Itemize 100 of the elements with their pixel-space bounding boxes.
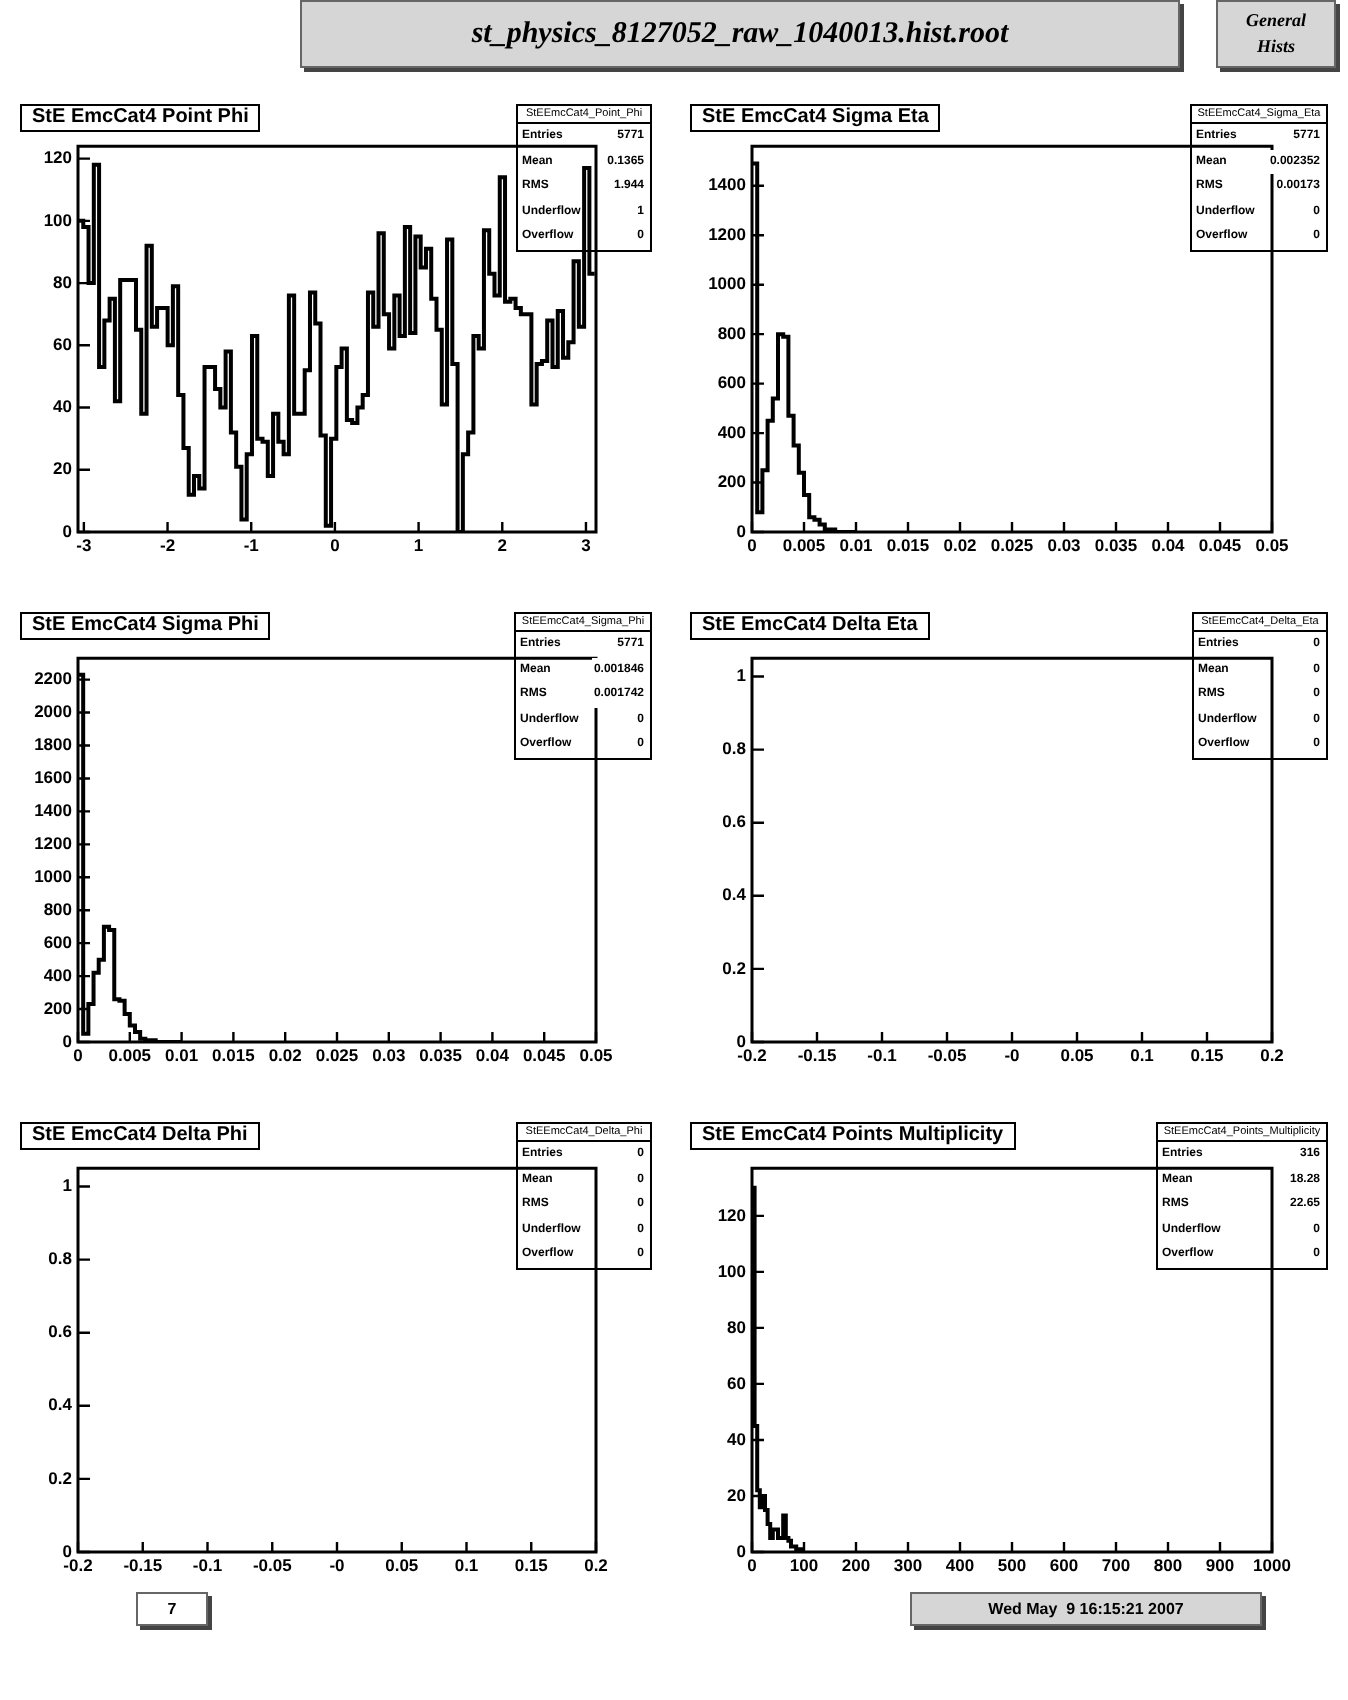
x-tick-label: 0.15 <box>514 1554 549 1575</box>
x-tick-label: 0 <box>330 534 341 555</box>
x-tick-label: 0.035 <box>419 1044 463 1065</box>
y-tick-label: 40 <box>53 396 73 417</box>
y-tick-label: 20 <box>53 458 73 479</box>
x-tick-label: 0.05 <box>1060 1044 1095 1065</box>
y-tick-label: 0.4 <box>722 884 747 905</box>
y-tick-label: 2200 <box>34 668 73 689</box>
x-tick-label: -0.05 <box>927 1044 967 1065</box>
x-tick-label: 900 <box>1205 1554 1235 1575</box>
y-tick-label: 0 <box>736 1030 747 1051</box>
y-tick-label: 1200 <box>34 833 73 854</box>
y-tick-label: 120 <box>43 147 73 168</box>
y-tick-label: 1800 <box>34 734 73 755</box>
x-tick-label: 0.2 <box>1260 1044 1285 1065</box>
y-tick-label: 100 <box>43 209 73 230</box>
x-tick-label: 1 <box>413 534 424 555</box>
y-tick-label: 0 <box>736 1540 747 1561</box>
text: st_physics_8127052_raw_1040013.hist.root <box>300 0 1180 68</box>
y-tick-label: 400 <box>43 964 73 985</box>
x-tick-label: -0.1 <box>192 1554 223 1575</box>
y-tick-label: 0.2 <box>48 1467 73 1488</box>
y-tick-label: 60 <box>53 334 73 355</box>
y-tick-label: 0.6 <box>48 1321 73 1342</box>
y-tick-label: 200 <box>717 471 747 492</box>
x-tick-label: 700 <box>1101 1554 1131 1575</box>
y-tick-label: 0.2 <box>722 957 747 978</box>
y-tick-label: 0 <box>62 1030 73 1051</box>
y-tick-label: 0.8 <box>48 1248 73 1269</box>
y-tick-label: 1 <box>736 665 747 686</box>
x-tick-label: 0.035 <box>1094 534 1138 555</box>
x-tick-label: 800 <box>1153 1554 1183 1575</box>
y-tick-label: 0 <box>736 520 747 541</box>
x-tick-label: -0.1 <box>867 1044 898 1065</box>
y-tick-label: 1400 <box>34 800 73 821</box>
y-tick-label: 0 <box>62 1540 73 1561</box>
x-tick-label: 0.005 <box>782 534 826 555</box>
y-tick-label: 0.6 <box>722 811 747 832</box>
text: 7 <box>136 1592 208 1626</box>
y-tick-label: 2000 <box>34 701 73 722</box>
x-tick-label: 400 <box>945 1554 975 1575</box>
x-tick-label: 2 <box>497 534 508 555</box>
x-tick-label: 0.05 <box>385 1554 419 1575</box>
y-tick-label: 20 <box>727 1484 747 1505</box>
y-tick-label: 1200 <box>708 223 747 244</box>
y-tick-label: 1000 <box>708 273 747 294</box>
x-tick-label: 0.04 <box>475 1044 510 1065</box>
y-tick-label: 1 <box>62 1175 73 1196</box>
text: Wed May 9 16:15:21 2007 <box>910 1592 1262 1626</box>
x-tick-label: 0.045 <box>1198 534 1242 555</box>
x-tick-label: -0 <box>329 1554 346 1575</box>
y-tick-label: 1400 <box>708 174 747 195</box>
x-tick-label: 0.05 <box>579 1044 614 1065</box>
x-tick-label: 0.1 <box>1130 1044 1155 1065</box>
y-tick-label: 100 <box>717 1260 747 1281</box>
y-tick-label: 0 <box>62 520 73 541</box>
x-tick-label: 0.045 <box>522 1044 567 1065</box>
x-tick-label: 0.01 <box>839 534 874 555</box>
x-tick-label: -0.15 <box>123 1554 163 1575</box>
y-tick-label: 0.4 <box>48 1394 73 1415</box>
x-tick-label: 500 <box>997 1554 1027 1575</box>
y-tick-label: 120 <box>717 1204 747 1225</box>
chart-title: StE EmcCat4 Delta Phi <box>20 1122 260 1150</box>
y-tick-label: 0.8 <box>722 738 747 759</box>
y-tick-label: 40 <box>727 1428 747 1449</box>
x-tick-label: -0.15 <box>797 1044 837 1065</box>
x-tick-label: 300 <box>893 1554 923 1575</box>
y-tick-label: 800 <box>43 898 73 919</box>
chart-title: StE EmcCat4 Sigma Phi <box>20 612 271 640</box>
x-tick-label: 0.025 <box>315 1044 359 1065</box>
x-tick-label: 0.01 <box>165 1044 199 1065</box>
y-tick-label: 200 <box>43 997 73 1018</box>
x-tick-label: 0.04 <box>1151 534 1186 555</box>
x-tick-label: 0.005 <box>108 1044 152 1065</box>
y-tick-label: 400 <box>717 421 747 442</box>
x-tick-label: -1 <box>243 534 260 555</box>
x-tick-label: 0.02 <box>943 534 978 555</box>
x-tick-label: -3 <box>76 534 92 555</box>
chart-title: StE EmcCat4 Points Multiplicity <box>690 1122 1016 1150</box>
x-tick-label: 0.1 <box>454 1554 479 1575</box>
x-tick-label: 0.015 <box>886 534 930 555</box>
y-tick-label: 600 <box>717 372 747 393</box>
y-tick-label: 60 <box>727 1372 747 1393</box>
chart-title: StE EmcCat4 Delta Eta <box>690 612 930 640</box>
x-tick-label: 0.2 <box>584 1554 609 1575</box>
chart-title: StE EmcCat4 Point Phi <box>20 104 261 132</box>
y-tick-label: 600 <box>43 931 73 952</box>
y-tick-label: 80 <box>727 1316 747 1337</box>
x-tick-label: 600 <box>1049 1554 1079 1575</box>
y-tick-label: 800 <box>717 322 747 343</box>
x-tick-label: 0.03 <box>1047 534 1082 555</box>
x-tick-label: 0.03 <box>372 1044 406 1065</box>
x-tick-label: -0.05 <box>252 1554 293 1575</box>
x-tick-label: 200 <box>841 1554 871 1575</box>
y-tick-label: 1600 <box>34 767 73 788</box>
x-tick-label: 0.015 <box>212 1044 256 1065</box>
y-tick-label: 80 <box>53 271 73 292</box>
x-tick-label: 0.15 <box>1190 1044 1225 1065</box>
x-tick-label: 0.025 <box>990 534 1034 555</box>
x-tick-label: 100 <box>789 1554 819 1575</box>
